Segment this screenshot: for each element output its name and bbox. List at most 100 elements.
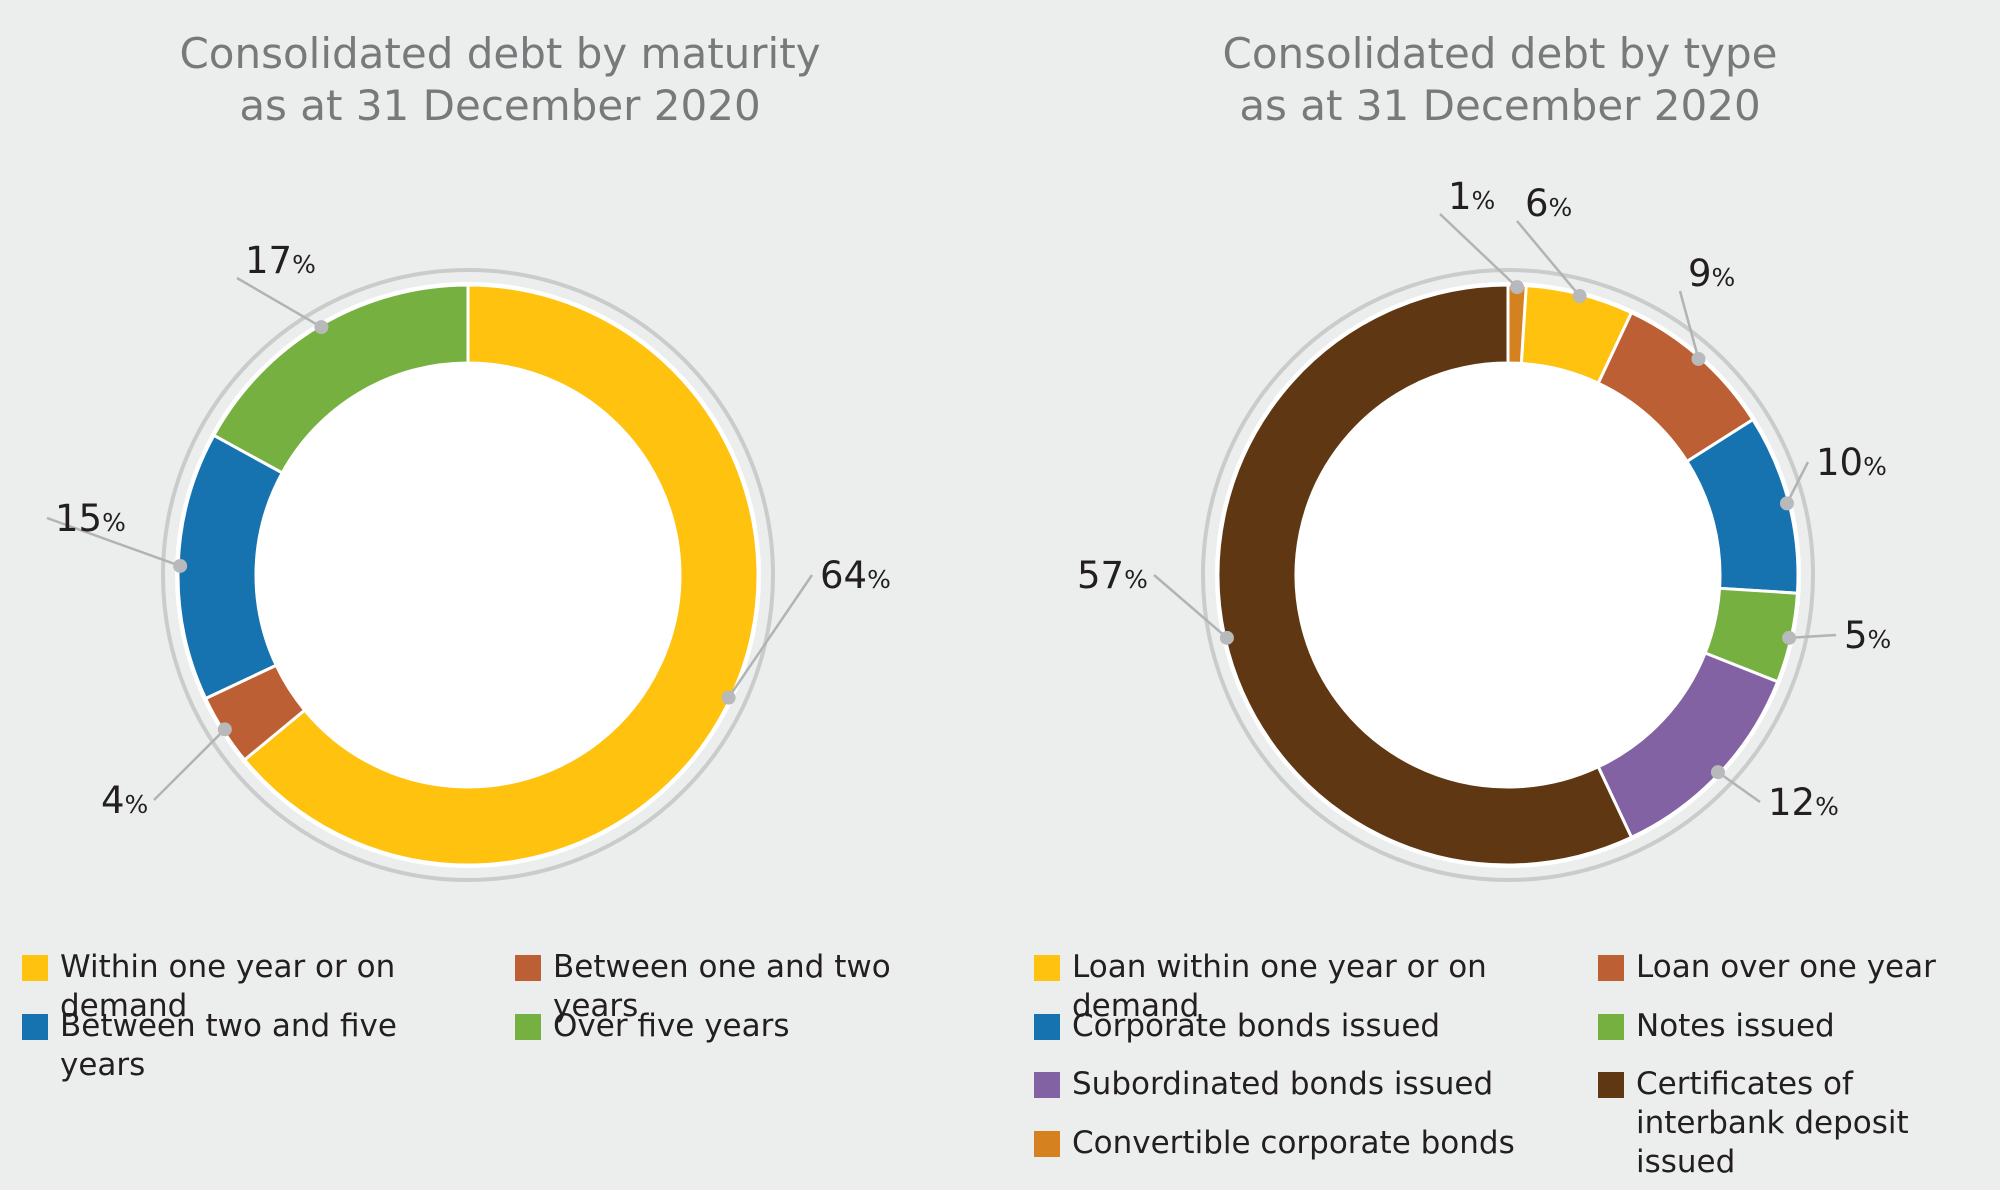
- legend-label: Over five years: [553, 1008, 790, 1044]
- leader-dot-convertible-corporate-bonds: [1510, 280, 1525, 295]
- leader-line-corporate-bonds-issued: [1785, 461, 1810, 504]
- legend-swatch: [1598, 955, 1624, 981]
- legend-label: Corporate bonds issued: [1072, 1008, 1441, 1044]
- leader-line-within-one-year-or-on-demand: [727, 574, 814, 699]
- slice-value: 15: [55, 496, 103, 540]
- slice-value: 17: [245, 238, 293, 282]
- leader-dot-between-two-and-five-years: [173, 558, 188, 573]
- legend-item-within-one-year-or-on-demand: Within one year or on demand: [22, 948, 482, 1026]
- slice-value: 10: [1816, 440, 1864, 484]
- legend-item-subordinated-bonds-issued: Subordinated bonds issued: [1034, 1065, 1574, 1104]
- percent-sign: %: [1863, 451, 1887, 481]
- legend-item-between-one-and-two-years: Between one and two years: [515, 948, 975, 1026]
- chart-title-line1: Consolidated debt by type: [1222, 29, 1778, 78]
- slice-label-loan-within-one-year-or-on-demand: 6%: [1525, 185, 1572, 222]
- outer-ring: [1201, 268, 1815, 882]
- slice-over-five-years: [211, 283, 470, 475]
- percent-sign: %: [867, 564, 891, 594]
- slice-value: 4: [101, 778, 125, 822]
- leader-line-notes-issued: [1788, 633, 1837, 640]
- legend-swatch: [1598, 1072, 1624, 1098]
- chart-title: Consolidated debt by maturity as at 31 D…: [0, 28, 1000, 132]
- legend-item-loan-within-one-year-or-on-demand: Loan within one year or on demand: [1034, 948, 1574, 1026]
- leader-line-loan-over-one-year: [1678, 290, 1700, 360]
- legend-swatch: [1034, 955, 1060, 981]
- chart-title: Consolidated debt by type as at 31 Decem…: [1000, 28, 2000, 132]
- slice-label-over-five-years: 17%: [245, 242, 316, 279]
- ring-background: [1215, 282, 1801, 868]
- legend-swatch: [515, 1014, 541, 1040]
- leader-dot-over-five-years: [314, 320, 329, 335]
- donut-chart: [46, 268, 814, 882]
- legend-label: Between one and two years: [553, 949, 891, 1024]
- percent-sign: %: [1711, 262, 1736, 292]
- leader-dot-corporate-bonds-issued: [1779, 496, 1794, 511]
- leader-line-over-five-years: [236, 276, 323, 329]
- leader-line-convertible-corporate-bonds: [1439, 213, 1518, 289]
- legend-item-certificates-of-interbank-deposit-issued: Certificates of interbank deposit issued: [1598, 1065, 1998, 1182]
- leader-dot-notes-issued: [1782, 630, 1797, 645]
- slice-label-within-one-year-or-on-demand: 64%: [820, 557, 891, 594]
- leader-dot-loan-over-one-year: [1691, 351, 1706, 366]
- legend-item-corporate-bonds-issued: Corporate bonds issued: [1034, 1007, 1574, 1046]
- slice-value: 12: [1768, 780, 1816, 824]
- percent-sign: %: [292, 249, 316, 279]
- legend-swatch: [22, 955, 48, 981]
- legend-label: Within one year or on demand: [60, 949, 396, 1024]
- slice-within-one-year-or-on-demand: [242, 283, 760, 867]
- percent-sign: %: [102, 507, 126, 537]
- legend-item-between-two-and-five-years: Between two and five years: [22, 1007, 482, 1085]
- slice-label-between-one-and-two-years: 4%: [101, 782, 148, 819]
- percent-sign: %: [124, 789, 149, 819]
- slice-value: 1: [1448, 174, 1472, 218]
- legend-swatch: [1034, 1072, 1060, 1098]
- legend-swatch: [22, 1014, 48, 1040]
- slice-label-notes-issued: 5%: [1844, 617, 1891, 654]
- slice-label-corporate-bonds-issued: 10%: [1816, 444, 1887, 481]
- slice-certificates-of-interbank-deposit-issued: [1216, 283, 1634, 867]
- slice-label-subordinated-bonds-issued: 12%: [1768, 784, 1839, 821]
- legend-label: Between two and five years: [60, 1008, 397, 1083]
- legend-item-notes-issued: Notes issued: [1598, 1007, 1998, 1046]
- legend-swatch: [515, 955, 541, 981]
- legend-label: Loan within one year or on demand: [1072, 949, 1487, 1024]
- legend-swatch: [1034, 1131, 1060, 1157]
- leader-line-loan-within-one-year-or-on-demand: [1516, 220, 1581, 297]
- percent-sign: %: [1815, 791, 1839, 821]
- legend-label: Subordinated bonds issued: [1072, 1066, 1494, 1102]
- slice-label-certificates-of-interbank-deposit-issued: 57%: [1077, 557, 1148, 594]
- leader-line-subordinated-bonds-issued: [1717, 771, 1761, 804]
- percent-sign: %: [1471, 185, 1496, 215]
- legend-swatch: [1034, 1014, 1060, 1040]
- legend-swatch: [1598, 1014, 1624, 1040]
- outer-ring: [161, 268, 775, 882]
- slice-value: 6: [1525, 181, 1549, 225]
- legend-label: Notes issued: [1636, 1008, 1835, 1044]
- slice-label-loan-over-one-year: 9%: [1688, 255, 1735, 292]
- legend-label: Certificates of interbank deposit issued: [1636, 1066, 1909, 1180]
- leader-line-between-one-and-two-years: [153, 728, 226, 801]
- leader-dot-certificates-of-interbank-deposit-issued: [1219, 630, 1234, 645]
- donut-chart: [1153, 213, 1837, 882]
- leader-dot-within-one-year-or-on-demand: [721, 690, 736, 705]
- legend-label: Loan over one year: [1636, 949, 1936, 985]
- legend-item-over-five-years: Over five years: [515, 1007, 975, 1046]
- percent-sign: %: [1867, 624, 1892, 654]
- legend-item-convertible-corporate-bonds: Convertible corporate bonds: [1034, 1124, 1574, 1163]
- chart-title-line1: Consolidated debt by maturity: [179, 29, 821, 78]
- leader-dot-subordinated-bonds-issued: [1710, 765, 1725, 780]
- leader-dot-between-one-and-two-years: [217, 722, 232, 737]
- legend-item-loan-over-one-year: Loan over one year: [1598, 948, 1998, 987]
- slice-value: 57: [1077, 553, 1125, 597]
- slice-label-between-two-and-five-years: 15%: [55, 500, 126, 537]
- percent-sign: %: [1548, 192, 1573, 222]
- percent-sign: %: [1124, 564, 1148, 594]
- slice-value: 64: [820, 553, 868, 597]
- chart-title-line2: as at 31 December 2020: [1239, 81, 1761, 130]
- leader-dot-loan-within-one-year-or-on-demand: [1572, 289, 1587, 304]
- legend-label: Convertible corporate bonds: [1072, 1125, 1515, 1161]
- chart-maturity: Consolidated debt by maturity as at 31 D…: [0, 28, 1000, 1085]
- slice-convertible-corporate-bonds: [1506, 283, 1528, 366]
- chart-type: Consolidated debt by type as at 31 Decem…: [1000, 0, 2000, 1190]
- chart-title-line2: as at 31 December 2020: [239, 81, 761, 130]
